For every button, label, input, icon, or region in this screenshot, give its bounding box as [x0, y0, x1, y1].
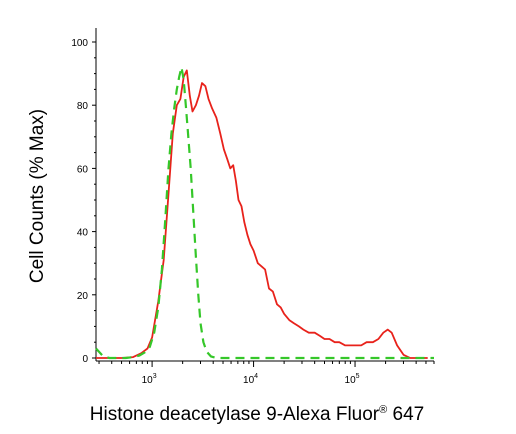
y-tick-label: 60 [77, 164, 89, 175]
x-axis-title-suffix: 647 [387, 404, 424, 425]
y-tick-label: 0 [82, 354, 88, 365]
plot-area [95, 28, 434, 362]
x-tick-label: 103 [142, 373, 157, 386]
y-axis-title: Cell Counts (% Max) [27, 109, 48, 283]
y-tick-label: 100 [71, 38, 88, 49]
x-tick-label: 105 [345, 373, 360, 386]
y-tick-label: 80 [77, 101, 89, 112]
y-tick-label: 40 [77, 228, 89, 239]
y-tick-label: 20 [77, 291, 89, 302]
series-layer [95, 66, 434, 360]
x-axis-ticks: 103 104 105 [98, 361, 435, 386]
series-line-dashed [95, 66, 434, 360]
x-axis-title-mark: ® [379, 404, 387, 416]
x-tick-label: 104 [243, 373, 258, 386]
y-axis-ticks: 0 20 40 60 80 100 [71, 38, 96, 365]
x-axis-title-main: Histone deacetylase 9-Alexa Fluor [90, 404, 380, 425]
series-line-solid [96, 69, 428, 359]
x-axis-title: Histone deacetylase 9-Alexa Fluor® 647 [90, 404, 424, 425]
